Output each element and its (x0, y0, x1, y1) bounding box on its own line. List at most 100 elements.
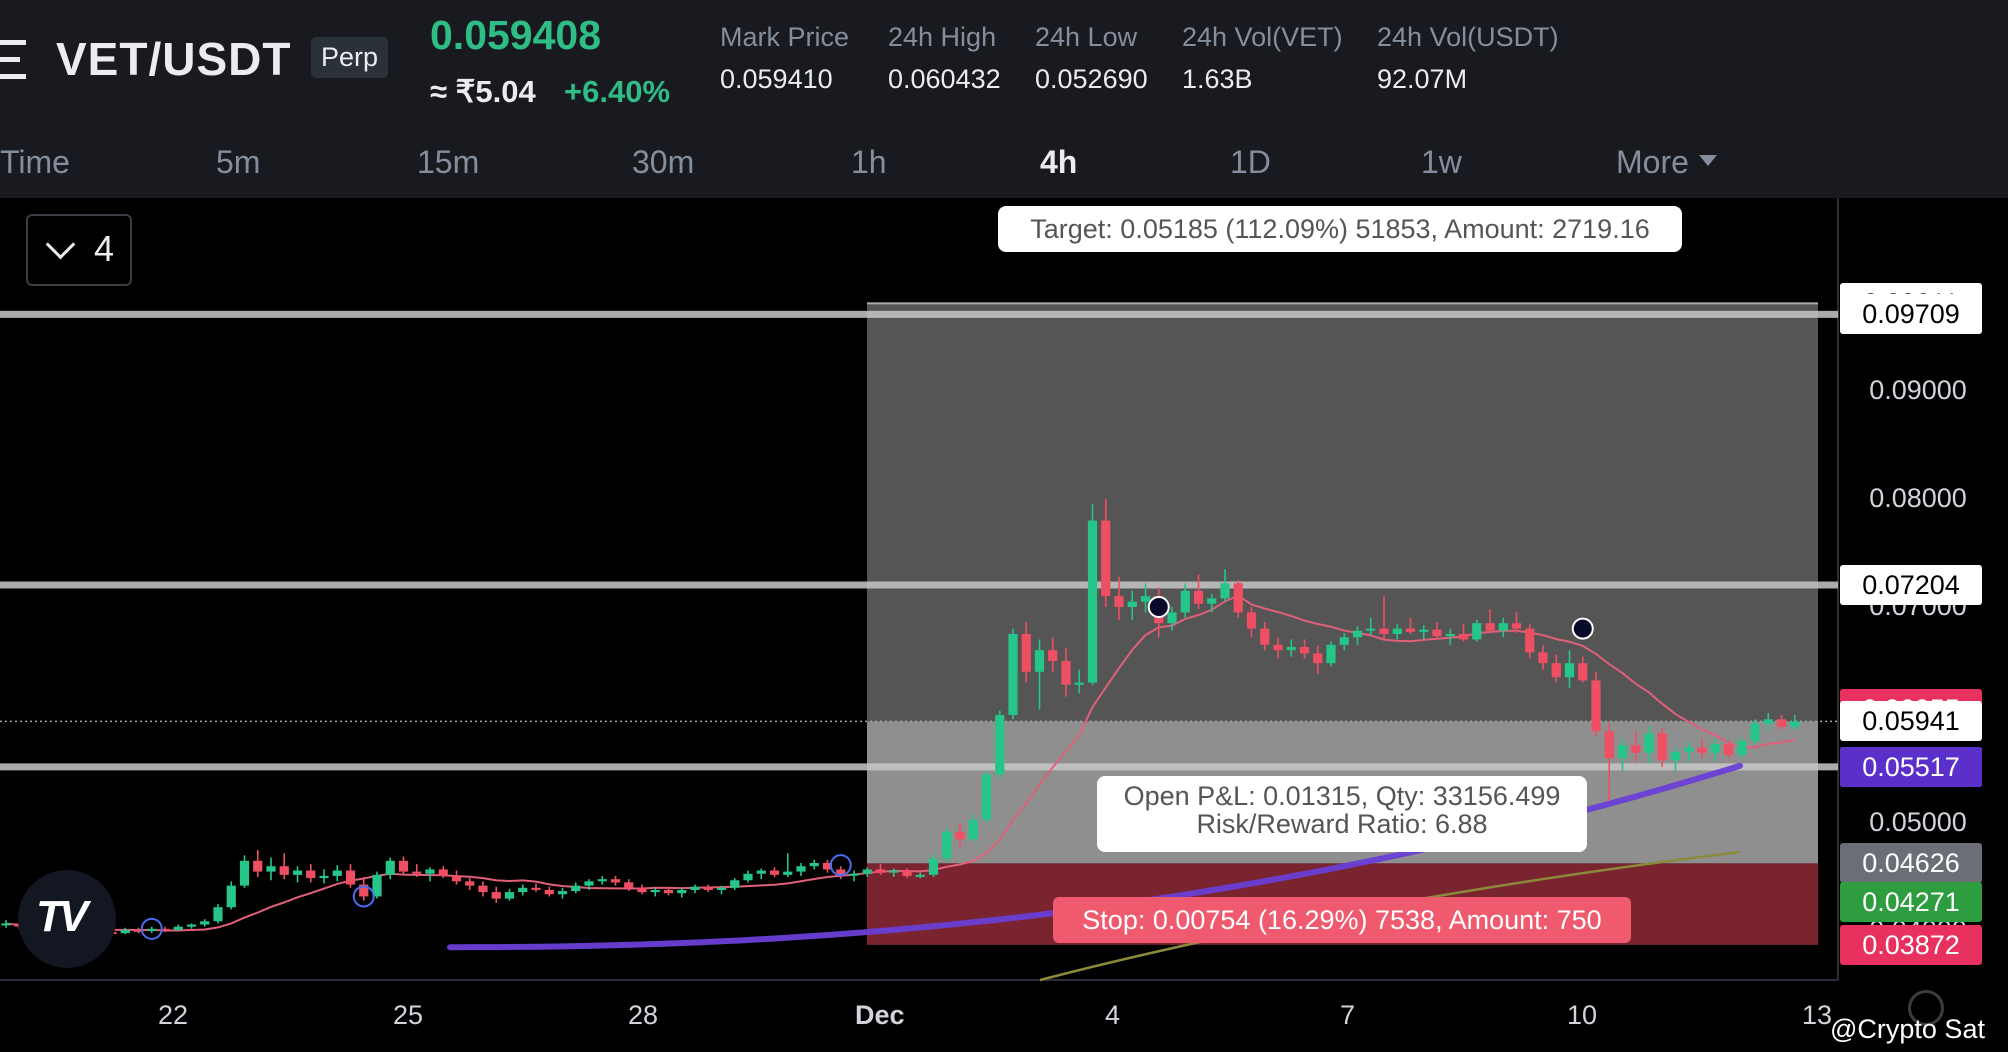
candle-body (438, 869, 448, 876)
price-badge: 0.05941 (1840, 701, 1982, 742)
tab-time[interactable]: Time (0, 144, 70, 180)
chart-settings-icon[interactable] (1908, 990, 1944, 1026)
indicator-count: 4 (94, 228, 115, 269)
stat-label-mark-price: Mark Price (720, 22, 850, 52)
candle-body (663, 889, 674, 894)
candle-body (1419, 629, 1429, 632)
candle-body (1286, 646, 1296, 651)
price-change-percent: +6.40% (564, 74, 671, 109)
tab-5m[interactable]: 5m (216, 144, 261, 180)
tab-4h[interactable]: 4h (1040, 144, 1078, 180)
candle-body (1405, 628, 1416, 632)
candle-body (531, 887, 541, 890)
candle-body (345, 870, 356, 885)
candle-body (518, 887, 528, 893)
candle-body (1790, 721, 1800, 727)
moving-average-line-fast (5, 594, 1795, 932)
candle-body (1511, 623, 1522, 629)
candle-body (677, 889, 687, 894)
candle-body (186, 924, 197, 927)
price-chart[interactable] (0, 198, 2008, 1052)
candle-body (915, 874, 925, 877)
pair-symbol[interactable]: VET/USDT (56, 33, 292, 85)
chevron-down-icon (45, 229, 76, 260)
candle-body (928, 858, 939, 875)
tradingview-logo[interactable]: TV (18, 870, 116, 968)
candle-body (995, 715, 1005, 775)
tab-15m[interactable]: 15m (417, 144, 480, 180)
candle-body (1313, 653, 1323, 664)
candle-body (1485, 623, 1495, 631)
candle-body (624, 882, 634, 888)
candle-body (332, 870, 342, 876)
tab-more[interactable]: More (1616, 144, 1717, 181)
candle-body (849, 873, 859, 876)
candle-body (226, 885, 236, 908)
candle-body (1167, 612, 1177, 624)
tab-1h[interactable]: 1h (851, 144, 887, 180)
candle-body (1273, 644, 1283, 651)
candle-body (359, 884, 369, 897)
candle-body (1750, 723, 1760, 741)
candle-body (822, 862, 833, 870)
candle-body (1392, 628, 1402, 634)
price-badge: 0.03872 (1840, 924, 1982, 965)
candle-body (1697, 747, 1707, 753)
candle-body (1260, 628, 1270, 645)
time-axis-label: 10 (1567, 1000, 1598, 1030)
candle-body (160, 928, 170, 931)
candle-body (1644, 733, 1654, 753)
price-badge: 0.09709 (1840, 294, 1982, 335)
tab-1d[interactable]: 1D (1230, 144, 1271, 180)
candle-body (1723, 744, 1734, 755)
candle-body (875, 869, 886, 873)
candle-body (1127, 601, 1137, 607)
indicator-collapse-button[interactable]: 4 (26, 214, 132, 286)
candle-body (253, 860, 263, 872)
candle-body (451, 875, 462, 882)
price-axis-label: 0.09000 (1869, 375, 1967, 405)
tab-more-label: More (1616, 144, 1689, 180)
candle-body (120, 929, 130, 934)
trade-marker-icon (829, 854, 852, 877)
candle-body (412, 871, 422, 874)
ticker-header: VET/USDT Perp 0.059408 ≈ ₹5.04 +6.40% Ma… (0, 0, 2008, 198)
candle-body (1710, 744, 1720, 753)
candle-body (1, 923, 11, 926)
price-badge: 0.05517 (1840, 747, 1982, 788)
candle-body (1578, 663, 1588, 681)
open-pnl-text: Open P&L: 0.01315, Qty: 33156.499 (1123, 781, 1561, 811)
price-badge: 0.04271 (1840, 881, 1982, 922)
candle-body (981, 774, 992, 820)
price-axis-label: 0.08000 (1869, 483, 1967, 513)
tab-30m[interactable]: 30m (632, 144, 695, 180)
time-axis-label: 7 (1340, 1000, 1356, 1030)
candle-body (1074, 682, 1084, 685)
stat-label-24h-vol-quote: 24h Vol(USDT) (1377, 22, 1559, 52)
local-currency-price: ≈ ₹5.04 (430, 74, 536, 109)
tab-1w[interactable]: 1w (1421, 144, 1462, 180)
candle-body (1180, 590, 1190, 613)
candle-body (1591, 680, 1601, 732)
candle-body (279, 866, 289, 875)
time-axis-label: 25 (393, 1000, 424, 1030)
candle-body (1352, 630, 1363, 638)
candle-body (213, 907, 223, 922)
candle-body (306, 870, 316, 879)
candle-body (968, 819, 978, 840)
candle-body (902, 870, 912, 876)
candle-body (862, 869, 872, 874)
watermark: @Crypto Sat (1830, 1014, 1985, 1044)
time-axis-label: Dec (855, 1000, 905, 1030)
candle-body (1193, 590, 1204, 604)
candle-body (504, 892, 515, 899)
menu-icon[interactable] (0, 40, 28, 80)
stat-label-24h-vol-base: 24h Vol(VET) (1182, 22, 1343, 52)
candle-body (769, 870, 780, 875)
candle-body (385, 860, 395, 875)
caret-down-icon (1698, 155, 1717, 167)
candle-body (783, 871, 793, 875)
candle-body (292, 870, 303, 875)
time-axis-label: 22 (158, 1000, 189, 1030)
candle-body (955, 831, 965, 840)
